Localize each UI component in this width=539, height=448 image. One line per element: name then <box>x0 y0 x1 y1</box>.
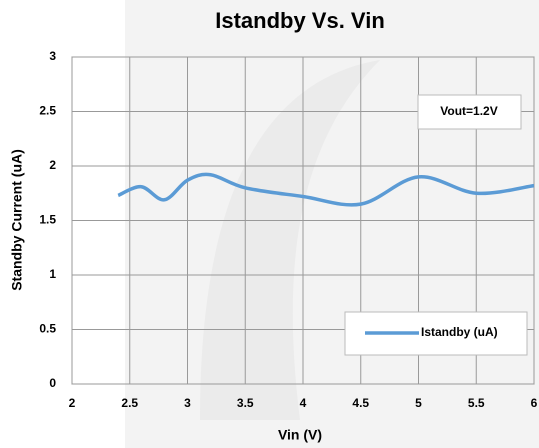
y-tick-label: 0.5 <box>39 322 56 336</box>
x-tick-label: 4.5 <box>352 396 369 410</box>
legend-label: Istandby (uA) <box>421 325 498 339</box>
x-tick-label: 3 <box>184 396 191 410</box>
watermark-background <box>125 0 539 448</box>
x-tick-label: 2.5 <box>121 396 138 410</box>
y-axis-label: Standby Current (uA) <box>9 149 25 291</box>
annotation-box <box>417 94 522 130</box>
y-tick-label: 2.5 <box>39 104 56 118</box>
x-tick-label: 2 <box>69 396 76 410</box>
y-tick-label: 0 <box>49 376 56 390</box>
y-tick-label: 1 <box>49 267 56 281</box>
y-tick-label: 2 <box>49 158 56 172</box>
y-tick-label: 1.5 <box>39 213 56 227</box>
y-tick-label: 3 <box>49 49 56 63</box>
x-tick-label: 5 <box>415 396 422 410</box>
x-tick-label: 6 <box>531 396 538 410</box>
x-axis-label: Vin (V) <box>278 427 322 443</box>
chart-title: Istandby Vs. Vin <box>215 8 385 33</box>
x-tick-label: 5.5 <box>468 396 485 410</box>
data-line <box>117 172 535 207</box>
x-tick-label: 4 <box>300 396 307 410</box>
annotation: Vout=1.2V <box>440 104 497 118</box>
x-tick-label: 3.5 <box>237 396 254 410</box>
